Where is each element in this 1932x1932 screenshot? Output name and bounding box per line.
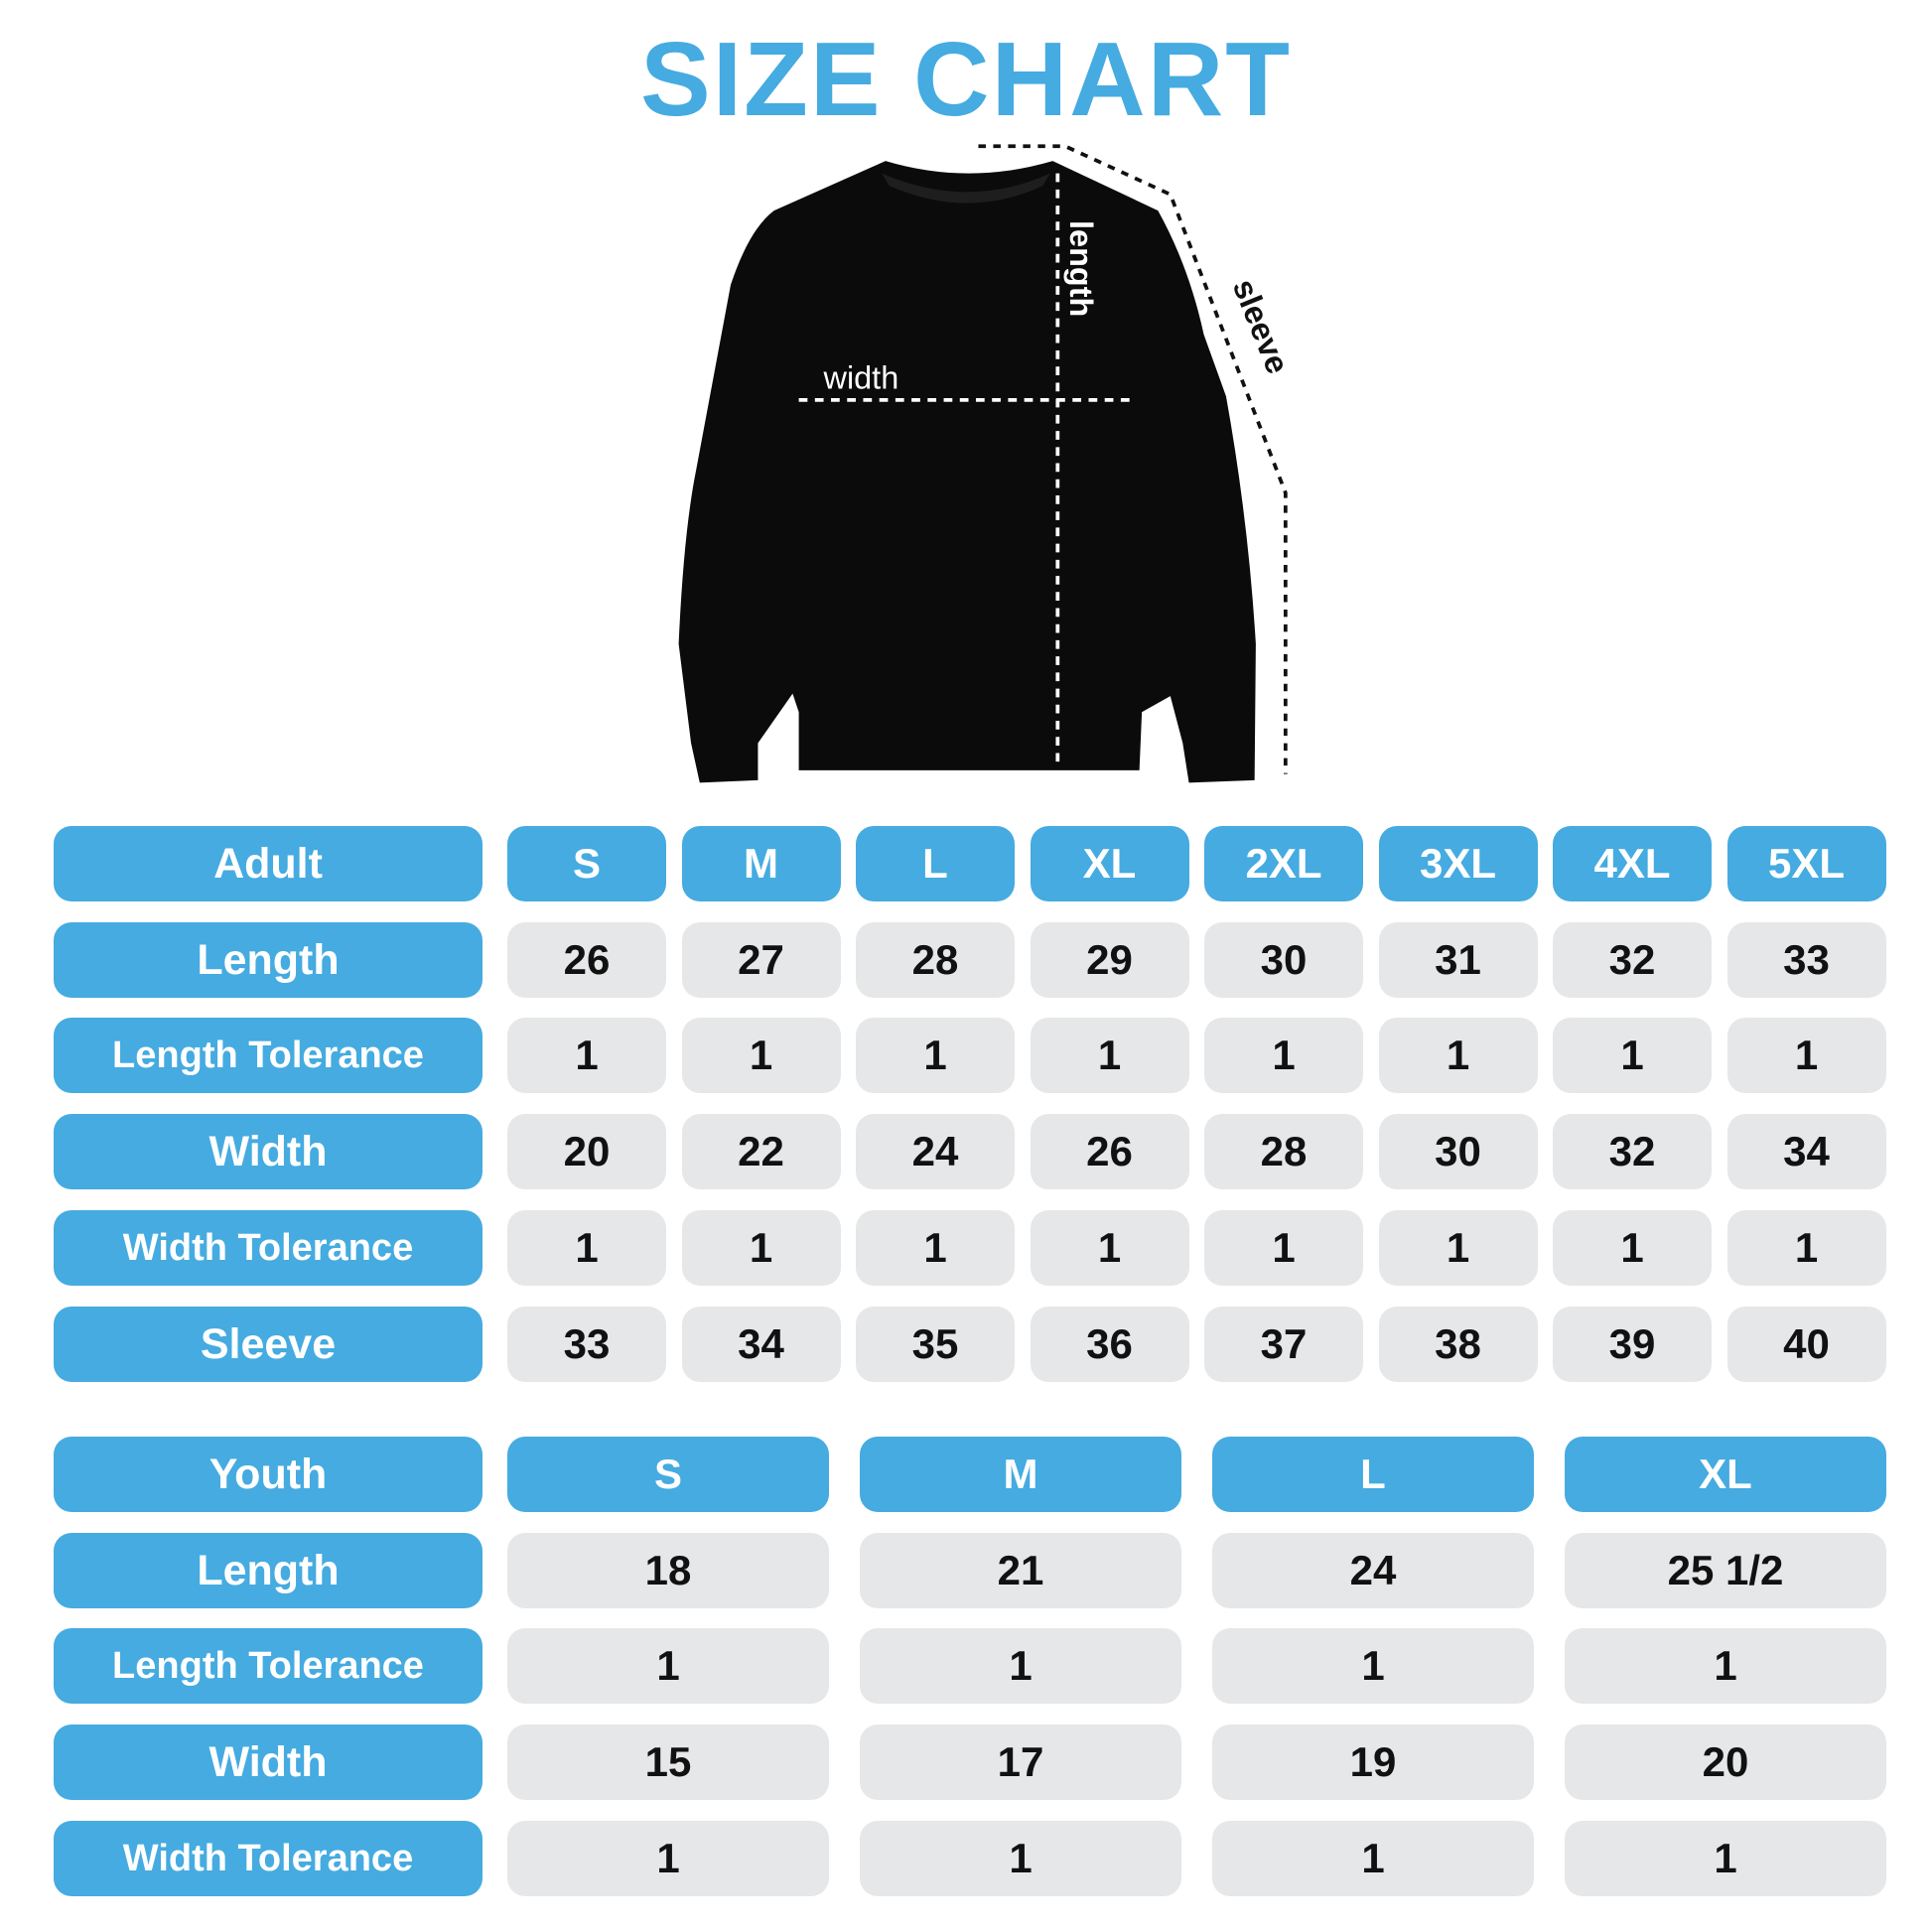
adult-size-3xl: 3XL	[1378, 826, 1538, 901]
adult-width-tolerance-4xl: 1	[1553, 1210, 1712, 1286]
youth-width-m: 17	[860, 1725, 1181, 1800]
page-title: SIZE CHART	[640, 21, 1292, 138]
adult-row-label-sleeve: Sleeve	[54, 1307, 483, 1382]
youth-width-l: 19	[1212, 1725, 1534, 1800]
youth-length-tolerance-s: 1	[507, 1628, 829, 1704]
youth-width-xl: 20	[1565, 1725, 1886, 1800]
adult-row-label-length: Length	[54, 922, 483, 998]
width-label: width	[823, 360, 899, 396]
youth-width-s: 15	[507, 1725, 829, 1800]
youth-length-tolerance-m: 1	[860, 1628, 1181, 1704]
youth-size-s: S	[507, 1437, 829, 1512]
youth-length-tolerance-l: 1	[1212, 1628, 1534, 1704]
adult-length-tolerance-4xl: 1	[1553, 1018, 1712, 1093]
sweatshirt-illustration	[678, 161, 1256, 783]
adult-sleeve-4xl: 39	[1553, 1307, 1712, 1382]
adult-width-tolerance-2xl: 1	[1204, 1210, 1363, 1286]
youth-width-tolerance-l: 1	[1212, 1821, 1534, 1896]
youth-width-tolerance-s: 1	[507, 1821, 829, 1896]
adult-row-label-width: Width	[54, 1114, 483, 1189]
adult-size-4xl: 4XL	[1553, 826, 1712, 901]
adult-width-tolerance-xl: 1	[1030, 1210, 1189, 1286]
adult-sleeve-xl: 36	[1030, 1307, 1189, 1382]
adult-row-label-length-tolerance: Length Tolerance	[54, 1018, 483, 1093]
adult-sleeve-3xl: 38	[1378, 1307, 1538, 1382]
adult-size-2xl: 2XL	[1204, 826, 1363, 901]
sweatshirt-diagram: width length sleeve	[678, 144, 1297, 783]
adult-width-3xl: 30	[1378, 1114, 1538, 1189]
adult-header-label: Adult	[54, 826, 483, 901]
adult-sleeve-s: 33	[507, 1307, 666, 1382]
youth-length-m: 21	[860, 1533, 1181, 1608]
adult-width-tolerance-5xl: 1	[1726, 1210, 1886, 1286]
sweatshirt-collar	[882, 173, 1050, 204]
adult-size-s: S	[507, 826, 666, 901]
adult-width-l: 24	[856, 1114, 1015, 1189]
youth-width-tolerance-xl: 1	[1565, 1821, 1886, 1896]
adult-width-2xl: 28	[1204, 1114, 1363, 1189]
youth-length-l: 24	[1212, 1533, 1534, 1608]
adult-length-4xl: 32	[1553, 922, 1712, 998]
adult-length-m: 27	[681, 922, 841, 998]
adult-width-tolerance-3xl: 1	[1378, 1210, 1538, 1286]
adult-width-m: 22	[681, 1114, 841, 1189]
adult-width-tolerance-s: 1	[507, 1210, 666, 1286]
adult-width-s: 20	[507, 1114, 666, 1189]
youth-row-label-width-tolerance: Width Tolerance	[54, 1821, 483, 1896]
adult-length-s: 26	[507, 922, 666, 998]
adult-width-xl: 26	[1030, 1114, 1189, 1189]
adult-sleeve-2xl: 37	[1204, 1307, 1363, 1382]
adult-length-tolerance-s: 1	[507, 1018, 666, 1093]
youth-header-label: Youth	[54, 1437, 483, 1512]
adult-width-tolerance-l: 1	[856, 1210, 1015, 1286]
youth-length-s: 18	[507, 1533, 829, 1608]
youth-length-xl: 25 1/2	[1565, 1533, 1886, 1608]
adult-sleeve-l: 35	[856, 1307, 1015, 1382]
youth-row-label-length-tolerance: Length Tolerance	[54, 1628, 483, 1704]
adult-length-tolerance-2xl: 1	[1204, 1018, 1363, 1093]
adult-length-tolerance-5xl: 1	[1726, 1018, 1886, 1093]
adult-length-3xl: 31	[1378, 922, 1538, 998]
youth-row-label-length: Length	[54, 1533, 483, 1608]
adult-sleeve-5xl: 40	[1726, 1307, 1886, 1382]
adult-length-xl: 29	[1030, 922, 1189, 998]
youth-size-xl: XL	[1565, 1437, 1886, 1512]
adult-size-l: L	[856, 826, 1015, 901]
adult-size-m: M	[681, 826, 841, 901]
adult-sleeve-m: 34	[681, 1307, 841, 1382]
sleeve-measure-line	[978, 144, 1288, 774]
adult-length-5xl: 33	[1726, 922, 1886, 998]
adult-size-5xl: 5XL	[1726, 826, 1886, 901]
adult-length-tolerance-m: 1	[681, 1018, 841, 1093]
youth-width-tolerance-m: 1	[860, 1821, 1181, 1896]
adult-width-4xl: 32	[1553, 1114, 1712, 1189]
youth-length-tolerance-xl: 1	[1565, 1628, 1886, 1704]
adult-length-l: 28	[856, 922, 1015, 998]
youth-size-l: L	[1212, 1437, 1534, 1512]
adult-length-tolerance-3xl: 1	[1378, 1018, 1538, 1093]
adult-length-2xl: 30	[1204, 922, 1363, 998]
youth-size-m: M	[860, 1437, 1181, 1512]
adult-width-5xl: 34	[1726, 1114, 1886, 1189]
length-label: length	[1063, 220, 1099, 317]
adult-width-tolerance-m: 1	[681, 1210, 841, 1286]
adult-row-label-width-tolerance: Width Tolerance	[54, 1210, 483, 1286]
sleeve-label: sleeve	[1226, 274, 1297, 378]
adult-size-xl: XL	[1030, 826, 1189, 901]
adult-length-tolerance-l: 1	[856, 1018, 1015, 1093]
adult-length-tolerance-xl: 1	[1030, 1018, 1189, 1093]
youth-row-label-width: Width	[54, 1725, 483, 1800]
